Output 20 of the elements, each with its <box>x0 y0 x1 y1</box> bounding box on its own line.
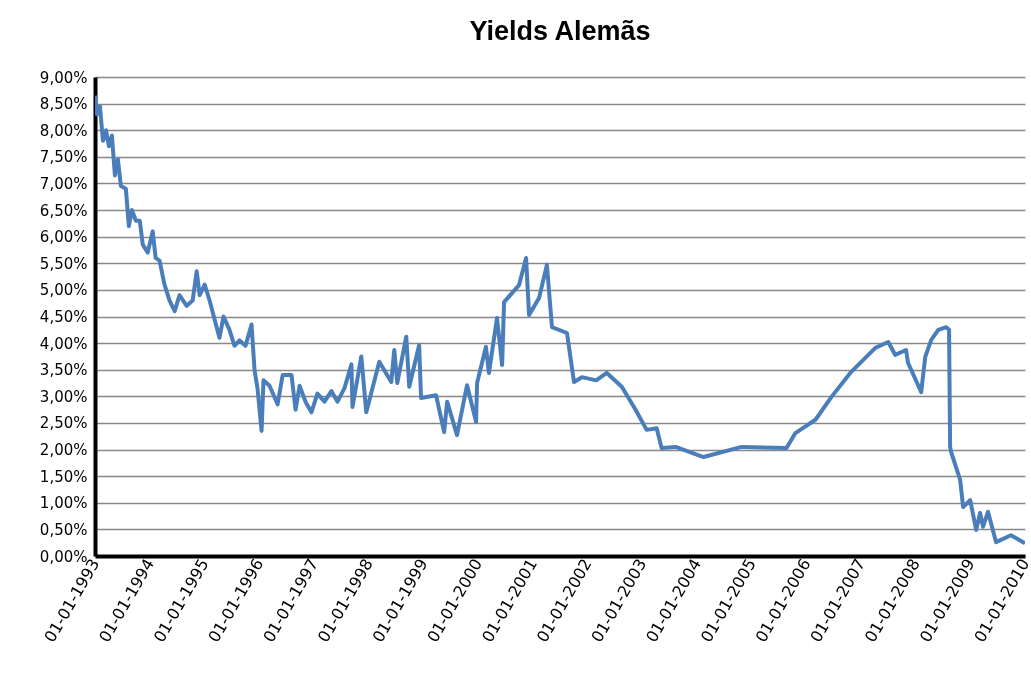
y-tick-label: 4,00% <box>39 334 88 353</box>
y-tick-label: 3,00% <box>39 387 88 406</box>
y-tick-label: 9,00% <box>39 68 88 87</box>
y-tick-label: 2,00% <box>39 441 88 460</box>
y-tick-label: 7,00% <box>39 174 88 193</box>
y-tick-label: 8,50% <box>39 95 88 114</box>
y-tick-label: 1,00% <box>39 494 88 513</box>
y-tick-label: 2,50% <box>39 414 88 433</box>
y-tick-label: 6,50% <box>39 201 88 220</box>
y-tick-label: 5,00% <box>39 281 88 300</box>
y-tick-label: 8,00% <box>39 121 88 140</box>
line-series <box>95 93 1025 546</box>
y-tick-label: 3,50% <box>39 361 88 380</box>
y-tick-label: 4,50% <box>39 308 88 326</box>
y-tick-label: 6,00% <box>39 228 88 247</box>
chart-title: Yields Alemãs <box>469 16 651 46</box>
y-tick-label: 1,50% <box>39 467 88 486</box>
y-tick-label: 5,50% <box>39 254 88 273</box>
y-tick-label: 7,50% <box>39 148 88 167</box>
y-tick-label: 0,50% <box>39 520 88 539</box>
